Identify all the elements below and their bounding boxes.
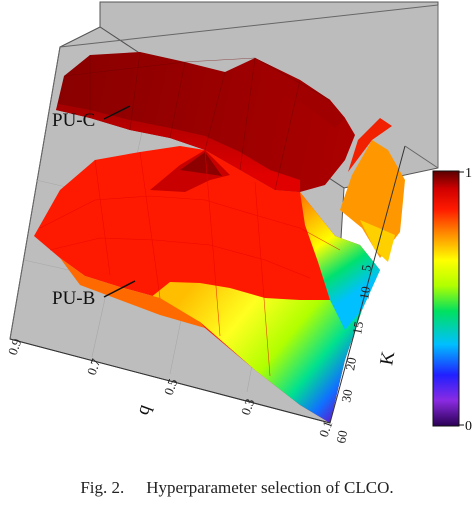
q-axis-ticks: 0.9 0.7 0.5 0.3 0.1 bbox=[5, 337, 336, 439]
caption-fig-number: Fig. 2. bbox=[80, 478, 125, 497]
colorbar-label-max: 1 bbox=[465, 166, 472, 181]
k-tick-1: 10 bbox=[356, 285, 373, 300]
q-tick-2: 0.5 bbox=[161, 377, 181, 397]
figure-caption: Fig. 2. Hyperparameter selection of CLCO. bbox=[0, 478, 474, 498]
k-axis-label: K bbox=[376, 349, 399, 366]
colorbar bbox=[432, 170, 460, 427]
pu-b-pointer bbox=[103, 280, 136, 298]
box-edge-top bbox=[59, 4, 439, 48]
k-tick-2: 15 bbox=[349, 320, 366, 335]
q-tick-0: 0.9 bbox=[5, 337, 25, 357]
surface-pu-c bbox=[56, 51, 405, 262]
k-tick-0: 5 bbox=[358, 264, 374, 273]
box-edge-front-left bbox=[9, 338, 331, 424]
caption-text: Hyperparameter selection of CLCO. bbox=[146, 478, 394, 497]
box-edge-front-right bbox=[329, 145, 406, 424]
k-tick-4: 30 bbox=[338, 388, 355, 403]
box-edge-top-right bbox=[404, 145, 439, 169]
q-tick-4: 0.1 bbox=[316, 419, 336, 439]
k-tick-5: 60 bbox=[333, 429, 350, 444]
q-tick-3: 0.3 bbox=[238, 397, 258, 417]
k-axis-ticks: 5 10 15 20 30 60 bbox=[333, 264, 374, 445]
k-tick-3: 20 bbox=[342, 356, 359, 371]
pu-b-label: PU-B bbox=[52, 288, 95, 309]
q-axis-label: q bbox=[132, 401, 155, 418]
colorbar-label-min: 0 bbox=[465, 419, 472, 434]
pu-c-label: PU-C bbox=[52, 110, 95, 131]
box-edge-left bbox=[9, 46, 61, 340]
surface-pu-b bbox=[34, 146, 380, 423]
pu-c-pointer bbox=[103, 105, 131, 120]
q-tick-1: 0.7 bbox=[84, 356, 104, 377]
